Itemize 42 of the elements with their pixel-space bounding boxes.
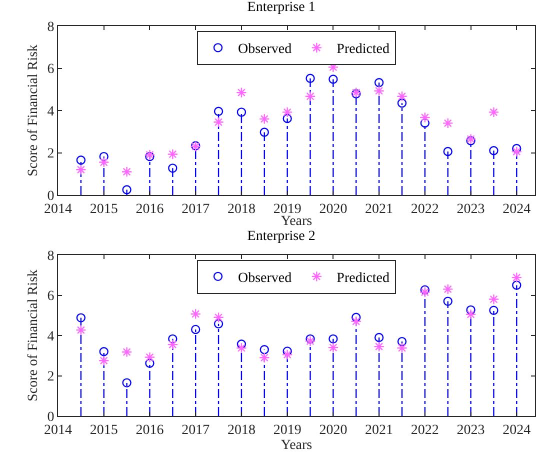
x-tick-label: 2016	[136, 422, 164, 438]
x-tick-label: 2020	[319, 202, 348, 217]
y-tick-label: 2	[47, 146, 54, 162]
x-tick-label: 2024	[502, 202, 531, 217]
x-tick-label: 2016	[136, 202, 164, 217]
chart-title: Enterprise 1	[247, 0, 316, 15]
x-tick-label: 2022	[410, 202, 439, 217]
x-tick-label: 2024	[502, 422, 531, 438]
legend-label: Observed	[238, 42, 292, 58]
y-tick-label: 4	[47, 329, 54, 344]
y-tick-label: 4	[47, 104, 54, 120]
x-tick-label: 2021	[365, 422, 394, 438]
x-tick-label: 2022	[410, 422, 439, 438]
y-tick-label: 6	[47, 62, 54, 78]
y-axis-title: Score of Financial Risk	[26, 270, 41, 402]
x-tick-label: 2015	[90, 202, 118, 217]
x-tick-label: 2017	[182, 202, 210, 217]
chart-title: Enterprise 2	[247, 228, 316, 244]
x-tick-label: 2020	[319, 422, 348, 438]
y-tick-label: 8	[47, 248, 54, 264]
x-tick-label: 2014	[44, 202, 72, 217]
y-axis-title: Score of Financial Risk	[26, 44, 41, 176]
x-axis-title: Years	[280, 214, 312, 229]
x-tick-label: 2019	[273, 202, 302, 217]
y-tick-label: 0	[47, 188, 54, 204]
x-tick-label: 2019	[273, 422, 302, 438]
y-tick-label: 8	[47, 20, 54, 35]
x-tick-label: 2017	[182, 422, 210, 438]
legend-label: Observed	[238, 270, 292, 286]
x-tick-label: 2021	[365, 202, 394, 217]
x-tick-label: 2018	[227, 422, 256, 438]
x-tick-label: 2023	[456, 202, 485, 217]
x-axis-title: Years	[280, 438, 312, 454]
legend-label: Predicted	[336, 42, 390, 58]
y-tick-label: 0	[47, 410, 54, 425]
y-tick-label: 6	[47, 289, 54, 304]
y-tick-label: 2	[47, 370, 54, 385]
legend-label: Predicted	[336, 270, 390, 286]
x-tick-label: 2023	[456, 422, 485, 438]
x-tick-label: 2018	[227, 202, 256, 217]
x-tick-label: 2015	[90, 422, 118, 438]
x-tick-label: 2014	[44, 422, 72, 438]
